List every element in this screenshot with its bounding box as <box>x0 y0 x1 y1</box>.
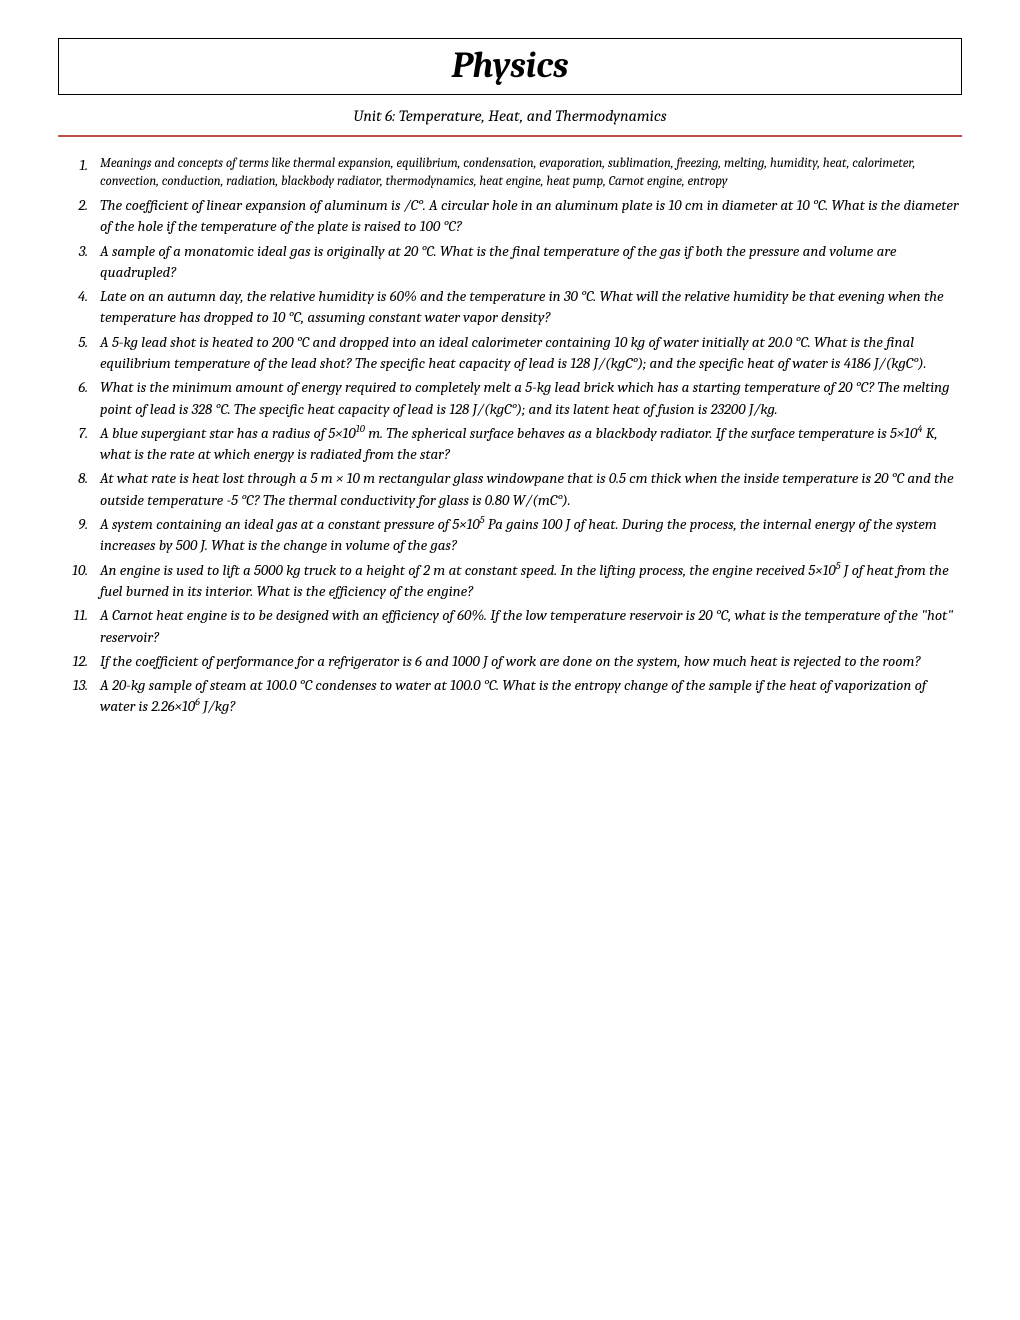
page-title: Physics <box>59 45 961 86</box>
problem-text: A sample of a monatomic ideal gas is ori… <box>100 241 962 284</box>
problem-text: What is the minimum amount of energy req… <box>100 377 962 420</box>
problem-item: 9.A system containing an ideal gas at a … <box>70 514 962 557</box>
problem-number: 10. <box>70 560 100 603</box>
problem-text: A Carnot heat engine is to be designed w… <box>100 605 962 648</box>
problem-text: A blue supergiant star has a radius of 5… <box>100 423 962 466</box>
problem-item: 1.Meanings and concepts of terms like th… <box>70 155 962 192</box>
problem-number: 12. <box>70 651 100 672</box>
problem-text: At what rate is heat lost through a 5 m … <box>100 468 962 511</box>
problem-text: The coefficient of linear expansion of a… <box>100 195 962 238</box>
problem-number: 11. <box>70 605 100 648</box>
problem-text: A 20-kg sample of steam at 100.0 °C cond… <box>100 675 962 718</box>
problem-item: 6.What is the minimum amount of energy r… <box>70 377 962 420</box>
problem-text: Late on an autumn day, the relative humi… <box>100 286 962 329</box>
problem-text: An engine is used to lift a 5000 kg truc… <box>100 560 962 603</box>
problem-number: 1. <box>70 155 100 192</box>
problem-item: 8.At what rate is heat lost through a 5 … <box>70 468 962 511</box>
problem-number: 4. <box>70 286 100 329</box>
problem-item: 3.A sample of a monatomic ideal gas is o… <box>70 241 962 284</box>
problem-number: 6. <box>70 377 100 420</box>
problem-text: A system containing an ideal gas at a co… <box>100 514 962 557</box>
problem-number: 2. <box>70 195 100 238</box>
problem-item: 13.A 20-kg sample of steam at 100.0 °C c… <box>70 675 962 718</box>
problem-item: 7.A blue supergiant star has a radius of… <box>70 423 962 466</box>
problem-text: A 5-kg lead shot is heated to 200 °C and… <box>100 332 962 375</box>
problem-number: 7. <box>70 423 100 466</box>
problem-number: 9. <box>70 514 100 557</box>
problem-item: 2.The coefficient of linear expansion of… <box>70 195 962 238</box>
page-subtitle: Unit 6: Temperature, Heat, and Thermodyn… <box>58 107 962 125</box>
title-container: Physics <box>58 38 962 95</box>
problem-number: 8. <box>70 468 100 511</box>
problem-item: 5.A 5-kg lead shot is heated to 200 °C a… <box>70 332 962 375</box>
divider-line <box>58 135 962 137</box>
problem-item: 12.If the coefficient of performance for… <box>70 651 962 672</box>
problem-text: If the coefficient of performance for a … <box>100 651 962 672</box>
problem-item: 10.An engine is used to lift a 5000 kg t… <box>70 560 962 603</box>
problem-text: Meanings and concepts of terms like ther… <box>100 155 962 192</box>
problem-number: 5. <box>70 332 100 375</box>
problem-item: 11.A Carnot heat engine is to be designe… <box>70 605 962 648</box>
problem-item: 4.Late on an autumn day, the relative hu… <box>70 286 962 329</box>
problem-number: 3. <box>70 241 100 284</box>
problem-number: 13. <box>70 675 100 718</box>
problems-list: 1.Meanings and concepts of terms like th… <box>58 155 962 718</box>
